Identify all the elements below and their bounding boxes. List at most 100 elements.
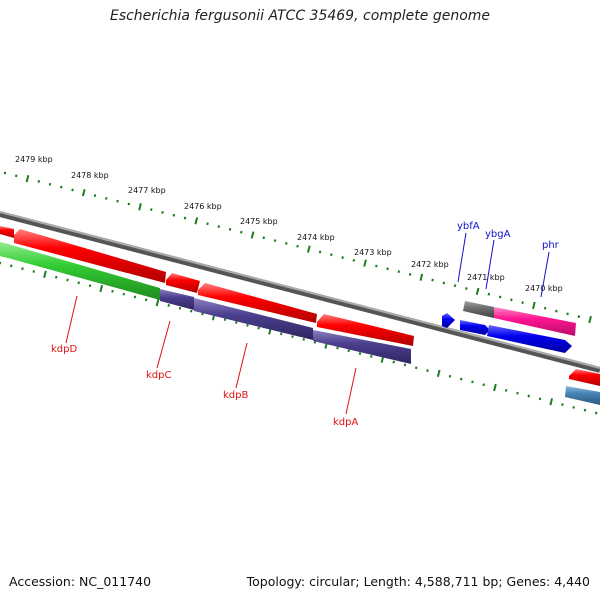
minor-tick	[594, 411, 598, 415]
minor-tick	[543, 306, 547, 310]
minor-tick	[352, 258, 356, 262]
minor-tick	[583, 408, 587, 412]
minor-tick	[77, 281, 81, 285]
leader-ybgA	[485, 239, 495, 290]
minor-tick	[127, 202, 131, 206]
scale-label: 2474 kbp	[297, 233, 335, 242]
scale-label: 2477 kbp	[128, 186, 166, 195]
scale-label: 2478 kbp	[71, 171, 109, 180]
scale-label: 2472 kbp	[411, 260, 449, 269]
minor-tick	[453, 284, 457, 288]
minor-tick	[459, 377, 463, 381]
minor-tick	[397, 270, 401, 274]
minor-tick	[408, 273, 412, 276]
scale-label: 2476 kbp	[184, 202, 222, 211]
minor-tick	[375, 264, 378, 268]
scale-label: 2479 kbp	[15, 155, 53, 164]
gene-block-steel[interactable]	[565, 386, 600, 405]
minor-tick	[471, 380, 474, 384]
minor-tick	[318, 250, 322, 254]
accession-label: Accession: NC_011740	[9, 574, 152, 589]
minor-tick	[133, 295, 137, 299]
gene-arrow-red[interactable]	[14, 229, 166, 283]
minor-tick	[246, 323, 249, 327]
minor-tick	[516, 391, 519, 395]
minor-tick	[240, 230, 243, 234]
gene-arrow-red[interactable]	[198, 283, 317, 323]
minor-tick	[369, 355, 373, 358]
minor-tick	[504, 388, 508, 392]
minor-tick	[88, 284, 92, 288]
minor-tick	[32, 270, 36, 273]
leader-kdpB	[235, 342, 248, 389]
map-title: Escherichia fergusonii ATCC 35469, compl…	[109, 8, 491, 24]
gene-arrow-pink[interactable]	[494, 307, 576, 336]
gene-arrow-red[interactable]	[569, 369, 600, 386]
minor-tick	[48, 182, 52, 186]
major-tick	[99, 284, 104, 293]
minor-tick	[386, 267, 389, 271]
minor-tick	[71, 188, 74, 192]
minor-tick	[111, 289, 114, 293]
leader-ybfA	[457, 232, 467, 283]
scale-label: 2471 kbp	[467, 273, 505, 282]
gene-block-purple[interactable]	[160, 289, 194, 310]
major-tick	[436, 369, 441, 378]
minor-tick	[66, 278, 69, 282]
gene-arrow-red[interactable]	[166, 273, 200, 293]
minor-tick	[228, 227, 232, 231]
reverse-strand-genes	[0, 242, 600, 405]
minor-tick	[93, 194, 97, 197]
label-leaders	[65, 232, 550, 415]
major-tick	[250, 231, 255, 239]
minor-tick	[37, 180, 41, 183]
gene-arrow-blue[interactable]	[442, 313, 455, 328]
scale-label: 2475 kbp	[240, 217, 278, 226]
minor-tick	[577, 315, 581, 319]
minor-tick	[257, 326, 260, 330]
gene-arrow-blue[interactable]	[460, 320, 490, 335]
scale-ticks-outer	[3, 171, 592, 324]
minor-tick	[161, 211, 164, 214]
gene-arrow-blue[interactable]	[487, 325, 572, 353]
gene-label-kdpB[interactable]: kdpB	[223, 390, 248, 401]
gene-label-ybgA[interactable]: ybgA	[485, 229, 511, 240]
minor-tick	[538, 397, 542, 401]
minor-tick	[521, 301, 524, 305]
minor-tick	[341, 256, 344, 259]
minor-tick	[60, 185, 63, 189]
minor-tick	[262, 236, 266, 240]
minor-tick	[302, 338, 305, 341]
minor-tick	[555, 309, 558, 313]
gene-block-purple[interactable]	[194, 298, 313, 340]
major-tick	[493, 383, 497, 392]
gene-label-kdpA[interactable]: kdpA	[333, 417, 358, 428]
forward-strand-genes	[0, 226, 600, 386]
minor-tick	[291, 335, 294, 339]
minor-tick	[122, 292, 126, 296]
minor-tick	[566, 312, 569, 316]
minor-tick	[9, 264, 13, 268]
scale-label: 2473 kbp	[354, 248, 392, 257]
leader-kdpA	[345, 367, 357, 415]
minor-tick	[487, 292, 491, 296]
gene-label-phr[interactable]: phr	[542, 240, 560, 251]
gene-label-kdpC[interactable]: kdpC	[146, 370, 171, 381]
minor-tick	[442, 281, 446, 285]
minor-tick	[144, 298, 148, 302]
minor-tick	[510, 298, 513, 302]
gene-label-ybfA[interactable]: ybfA	[457, 221, 480, 232]
minor-tick	[189, 309, 193, 313]
minor-tick	[21, 267, 24, 271]
major-tick	[306, 245, 311, 253]
gene-block-gray[interactable]	[463, 301, 494, 318]
gene-arrow-red[interactable]	[317, 314, 414, 346]
gene-block-purple[interactable]	[313, 330, 411, 364]
minor-tick	[201, 312, 204, 316]
minor-tick	[206, 222, 209, 226]
gene-arrow-red[interactable]	[0, 226, 14, 238]
minor-tick	[178, 306, 182, 310]
gene-arrow-green[interactable]	[0, 242, 160, 300]
gene-label-kdpD[interactable]: kdpD	[51, 344, 77, 355]
minor-tick	[223, 318, 227, 322]
